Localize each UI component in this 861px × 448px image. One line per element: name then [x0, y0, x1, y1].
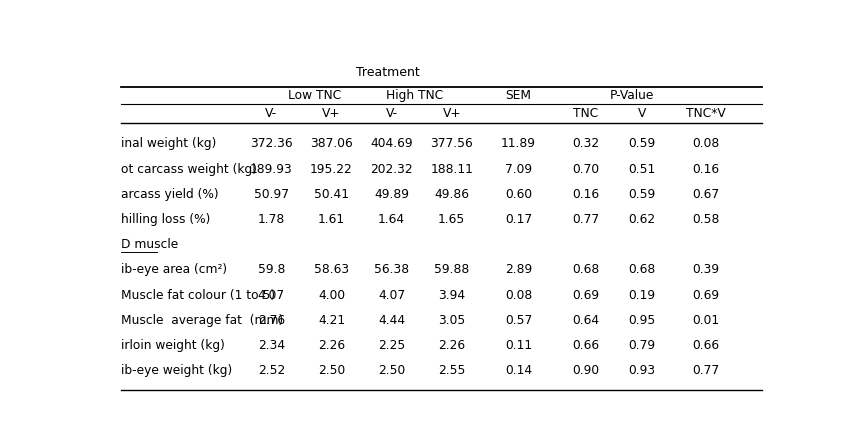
Text: 0.58: 0.58: [691, 213, 719, 226]
Text: 4.07: 4.07: [378, 289, 405, 302]
Text: 0.66: 0.66: [571, 339, 598, 352]
Text: 0.93: 0.93: [628, 364, 655, 377]
Text: 0.14: 0.14: [505, 364, 531, 377]
Text: 58.63: 58.63: [313, 263, 349, 276]
Text: High TNC: High TNC: [386, 89, 443, 102]
Text: D muscle: D muscle: [121, 238, 178, 251]
Text: 0.70: 0.70: [571, 163, 598, 176]
Text: 202.32: 202.32: [370, 163, 412, 176]
Text: 50.97: 50.97: [254, 188, 288, 201]
Text: ot carcass weight (kg): ot carcass weight (kg): [121, 163, 257, 176]
Text: 4.44: 4.44: [378, 314, 405, 327]
Text: 1.78: 1.78: [257, 213, 285, 226]
Text: 0.08: 0.08: [505, 289, 531, 302]
Text: V+: V+: [322, 107, 340, 120]
Text: inal weight (kg): inal weight (kg): [121, 138, 216, 151]
Text: 2.25: 2.25: [378, 339, 405, 352]
Text: 0.60: 0.60: [505, 188, 531, 201]
Text: 2.55: 2.55: [437, 364, 465, 377]
Text: 0.62: 0.62: [628, 213, 655, 226]
Text: V+: V+: [442, 107, 461, 120]
Text: 2.50: 2.50: [318, 364, 344, 377]
Text: 0.19: 0.19: [628, 289, 655, 302]
Text: V-: V-: [265, 107, 277, 120]
Text: Low TNC: Low TNC: [288, 89, 341, 102]
Text: 56.38: 56.38: [374, 263, 409, 276]
Text: 59.8: 59.8: [257, 263, 285, 276]
Text: P-Value: P-Value: [610, 89, 653, 102]
Text: 2.76: 2.76: [257, 314, 285, 327]
Text: hilling loss (%): hilling loss (%): [121, 213, 210, 226]
Text: 387.06: 387.06: [310, 138, 352, 151]
Text: 377.56: 377.56: [430, 138, 473, 151]
Text: 0.77: 0.77: [691, 364, 718, 377]
Text: 0.08: 0.08: [691, 138, 718, 151]
Text: 0.01: 0.01: [691, 314, 718, 327]
Text: 189.93: 189.93: [250, 163, 293, 176]
Text: 59.88: 59.88: [434, 263, 469, 276]
Text: 0.59: 0.59: [628, 138, 655, 151]
Text: 372.36: 372.36: [250, 138, 293, 151]
Text: 2.26: 2.26: [437, 339, 465, 352]
Text: SEM: SEM: [505, 89, 531, 102]
Text: Muscle fat colour (1 to 5): Muscle fat colour (1 to 5): [121, 289, 275, 302]
Text: 0.11: 0.11: [505, 339, 531, 352]
Text: V-: V-: [385, 107, 397, 120]
Text: 2.34: 2.34: [257, 339, 285, 352]
Text: 0.16: 0.16: [691, 163, 718, 176]
Text: 11.89: 11.89: [500, 138, 536, 151]
Text: 4.00: 4.00: [318, 289, 344, 302]
Text: 50.41: 50.41: [313, 188, 349, 201]
Text: Muscle  average fat  (mm): Muscle average fat (mm): [121, 314, 283, 327]
Text: ib-eye weight (kg): ib-eye weight (kg): [121, 364, 232, 377]
Text: ib-eye area (cm²): ib-eye area (cm²): [121, 263, 227, 276]
Text: 0.90: 0.90: [571, 364, 598, 377]
Text: irloin weight (kg): irloin weight (kg): [121, 339, 225, 352]
Text: 0.77: 0.77: [571, 213, 598, 226]
Text: 0.16: 0.16: [571, 188, 598, 201]
Text: 0.32: 0.32: [571, 138, 598, 151]
Text: 3.94: 3.94: [437, 289, 465, 302]
Text: 0.66: 0.66: [691, 339, 718, 352]
Text: 2.89: 2.89: [505, 263, 531, 276]
Text: 4.07: 4.07: [257, 289, 285, 302]
Text: 195.22: 195.22: [310, 163, 352, 176]
Text: 0.68: 0.68: [628, 263, 655, 276]
Text: 1.65: 1.65: [437, 213, 465, 226]
Text: 2.26: 2.26: [318, 339, 344, 352]
Text: 1.61: 1.61: [318, 213, 344, 226]
Text: 49.86: 49.86: [434, 188, 468, 201]
Text: 0.57: 0.57: [505, 314, 531, 327]
Text: arcass yield (%): arcass yield (%): [121, 188, 219, 201]
Text: 0.69: 0.69: [691, 289, 718, 302]
Text: TNC*V: TNC*V: [685, 107, 725, 120]
Text: 0.95: 0.95: [628, 314, 655, 327]
Text: 3.05: 3.05: [437, 314, 465, 327]
Text: V: V: [637, 107, 646, 120]
Text: Treatment: Treatment: [356, 66, 419, 79]
Text: 0.64: 0.64: [571, 314, 598, 327]
Text: 0.17: 0.17: [505, 213, 531, 226]
Text: 0.67: 0.67: [691, 188, 718, 201]
Text: 404.69: 404.69: [370, 138, 412, 151]
Text: 188.11: 188.11: [430, 163, 473, 176]
Text: 0.39: 0.39: [691, 263, 718, 276]
Text: 49.89: 49.89: [374, 188, 409, 201]
Text: 0.69: 0.69: [571, 289, 598, 302]
Text: 1.64: 1.64: [378, 213, 405, 226]
Text: 0.51: 0.51: [628, 163, 655, 176]
Text: 0.68: 0.68: [571, 263, 598, 276]
Text: 2.52: 2.52: [257, 364, 285, 377]
Text: 4.21: 4.21: [318, 314, 344, 327]
Text: 0.79: 0.79: [628, 339, 655, 352]
Text: 7.09: 7.09: [505, 163, 531, 176]
Text: 2.50: 2.50: [378, 364, 405, 377]
Text: 0.59: 0.59: [628, 188, 655, 201]
Text: TNC: TNC: [572, 107, 598, 120]
